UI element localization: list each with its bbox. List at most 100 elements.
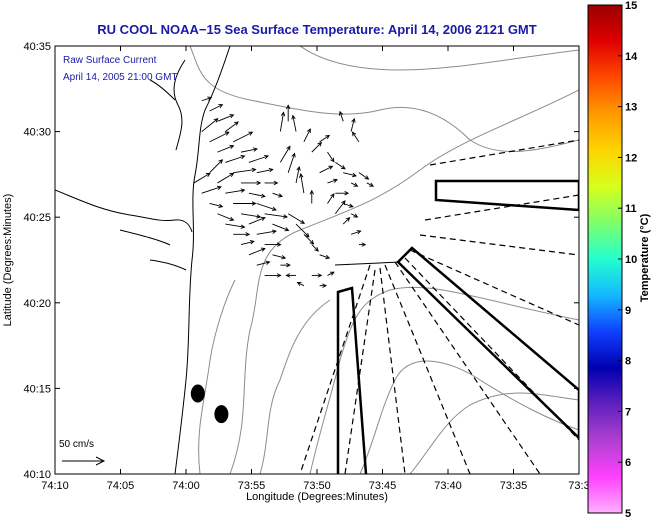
current-vector-head — [256, 180, 262, 186]
current-vector — [240, 240, 254, 246]
colorbar-tick-label: 11 — [625, 203, 637, 215]
current-vector-head — [351, 117, 356, 123]
current-vector — [358, 172, 369, 180]
current-vector — [256, 230, 277, 235]
current-vector-head — [322, 283, 328, 288]
y-tick-label: 40:25 — [23, 212, 51, 224]
depth-contour — [229, 89, 579, 474]
coverage-dashed-line — [424, 194, 579, 221]
current-vector-head — [333, 178, 339, 183]
current-vector-head — [286, 145, 291, 151]
x-tick-label: 73:3 — [568, 480, 589, 492]
current-vector-head — [268, 167, 274, 173]
colorbar-tick-label: 14 — [625, 51, 638, 63]
current-vector — [232, 131, 253, 143]
current-vector-head — [284, 227, 290, 232]
current-vector-head — [364, 175, 370, 180]
colorbar-gradient — [587, 4, 623, 514]
surface-current-vectors — [193, 96, 375, 288]
x-axis-ticks: 74:10 74:05 74:00 73:55 73:50 73:45 73:40 73:35… — [41, 46, 590, 492]
current-vector-head — [325, 254, 331, 260]
current-vector-head — [273, 180, 279, 186]
current-vector-head — [251, 167, 257, 173]
coverage-box — [396, 246, 579, 440]
current-vector — [303, 128, 311, 143]
current-vector — [248, 248, 266, 256]
current-vector — [342, 217, 350, 225]
coverage-baseline — [334, 261, 401, 266]
current-vector-head — [356, 230, 362, 235]
x-tick-label: 74:00 — [172, 480, 200, 492]
current-vector-head — [245, 232, 251, 237]
coastline-segment — [119, 229, 187, 271]
coverage-dashed-line — [344, 269, 376, 474]
current-vector — [217, 172, 234, 184]
coverage-dashed-line — [409, 249, 579, 326]
current-vector-head — [276, 273, 282, 278]
coverage-dashed-line — [429, 139, 579, 166]
coverage-dashed-line — [384, 264, 471, 474]
current-vector-head — [271, 206, 277, 211]
current-vector — [319, 254, 330, 259]
current-vector-head — [213, 118, 219, 123]
current-vector — [303, 233, 314, 245]
current-vector-head — [207, 96, 213, 101]
current-vector-head — [353, 213, 359, 218]
current-vector-head — [240, 188, 246, 193]
current-vector-head — [291, 152, 296, 158]
site-marker — [214, 405, 229, 424]
colorbar-tick-label: 12 — [625, 152, 637, 164]
current-vector-head — [229, 144, 235, 150]
current-vector-head — [248, 131, 254, 136]
current-vector — [287, 153, 296, 173]
current-vector-head — [276, 242, 282, 247]
current-vector-head — [338, 110, 344, 116]
x-tick-label: 74:10 — [41, 480, 69, 492]
current-vector-head — [278, 193, 284, 198]
current-vector — [343, 172, 357, 177]
current-vector-head — [205, 172, 211, 177]
current-vector — [279, 112, 284, 132]
current-vector-head — [264, 154, 270, 160]
current-vector — [201, 118, 219, 132]
current-vector — [217, 114, 234, 122]
current-vector-head — [216, 185, 222, 190]
current-vector — [295, 166, 300, 184]
current-vector — [225, 223, 245, 228]
current-vector — [352, 132, 360, 143]
current-vector — [193, 172, 211, 184]
x-tick-label: 73:40 — [434, 480, 462, 492]
current-vector-head — [348, 203, 354, 208]
current-vector-head — [229, 172, 235, 177]
current-vector-head — [299, 173, 304, 178]
current-vector — [272, 254, 286, 259]
current-vector-head — [240, 224, 246, 229]
current-vector — [233, 169, 256, 174]
temperature-colorbar: 15 14 13 12 11 10 9 8 7 6 5 — [587, 0, 638, 519]
legend-line-2: April 14, 2005 21:00 GMT — [63, 72, 178, 83]
coverage-dashed-line — [379, 267, 406, 474]
y-tick-label: 40:15 — [23, 383, 51, 395]
current-vector — [272, 223, 289, 231]
x-tick-label: 73:50 — [303, 480, 331, 492]
current-vector — [225, 121, 239, 132]
current-vector-head — [286, 262, 291, 268]
coastline — [55, 46, 231, 474]
colorbar-tick-label: 9 — [625, 305, 631, 317]
current-vector-head — [340, 165, 346, 170]
current-vector — [300, 173, 305, 194]
depth-contour — [299, 46, 579, 71]
current-vector — [264, 213, 288, 218]
current-vector-head — [296, 282, 302, 286]
current-vector — [272, 192, 283, 197]
coverage-dashed-line — [299, 264, 371, 474]
current-vector-head — [361, 242, 367, 247]
colorbar-tick-label: 10 — [625, 254, 637, 266]
coastline-segment — [55, 189, 193, 233]
velocity-scale: 50 cm/s — [59, 439, 106, 466]
current-vector-head — [329, 271, 335, 276]
current-vector — [256, 261, 270, 266]
colorbar-tick-label: 13 — [625, 102, 637, 114]
colorbar-tick-label: 8 — [625, 356, 631, 368]
y-axis-ticks: 40:35 40:30 40:25 40:20 40:15 40:10 — [23, 41, 579, 481]
